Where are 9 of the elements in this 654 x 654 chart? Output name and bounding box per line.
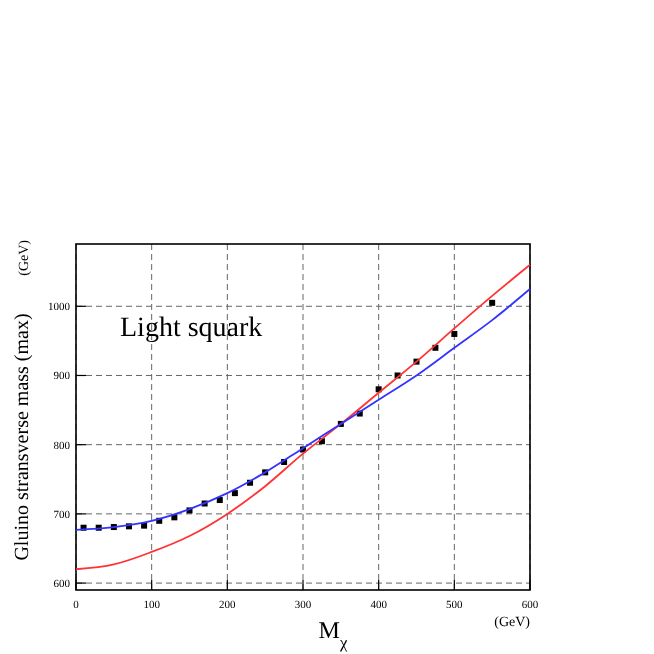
line-series — [75, 263, 531, 571]
annotation: Light squark — [120, 314, 263, 344]
point — [451, 330, 458, 337]
y-axis-title: Gluino stransverse mass (max) — [12, 313, 34, 561]
point — [141, 522, 148, 529]
point — [489, 299, 496, 306]
x-axis-title: M$_{χ}$ — [318, 616, 348, 651]
line-series — [75, 288, 531, 531]
point — [231, 490, 238, 497]
